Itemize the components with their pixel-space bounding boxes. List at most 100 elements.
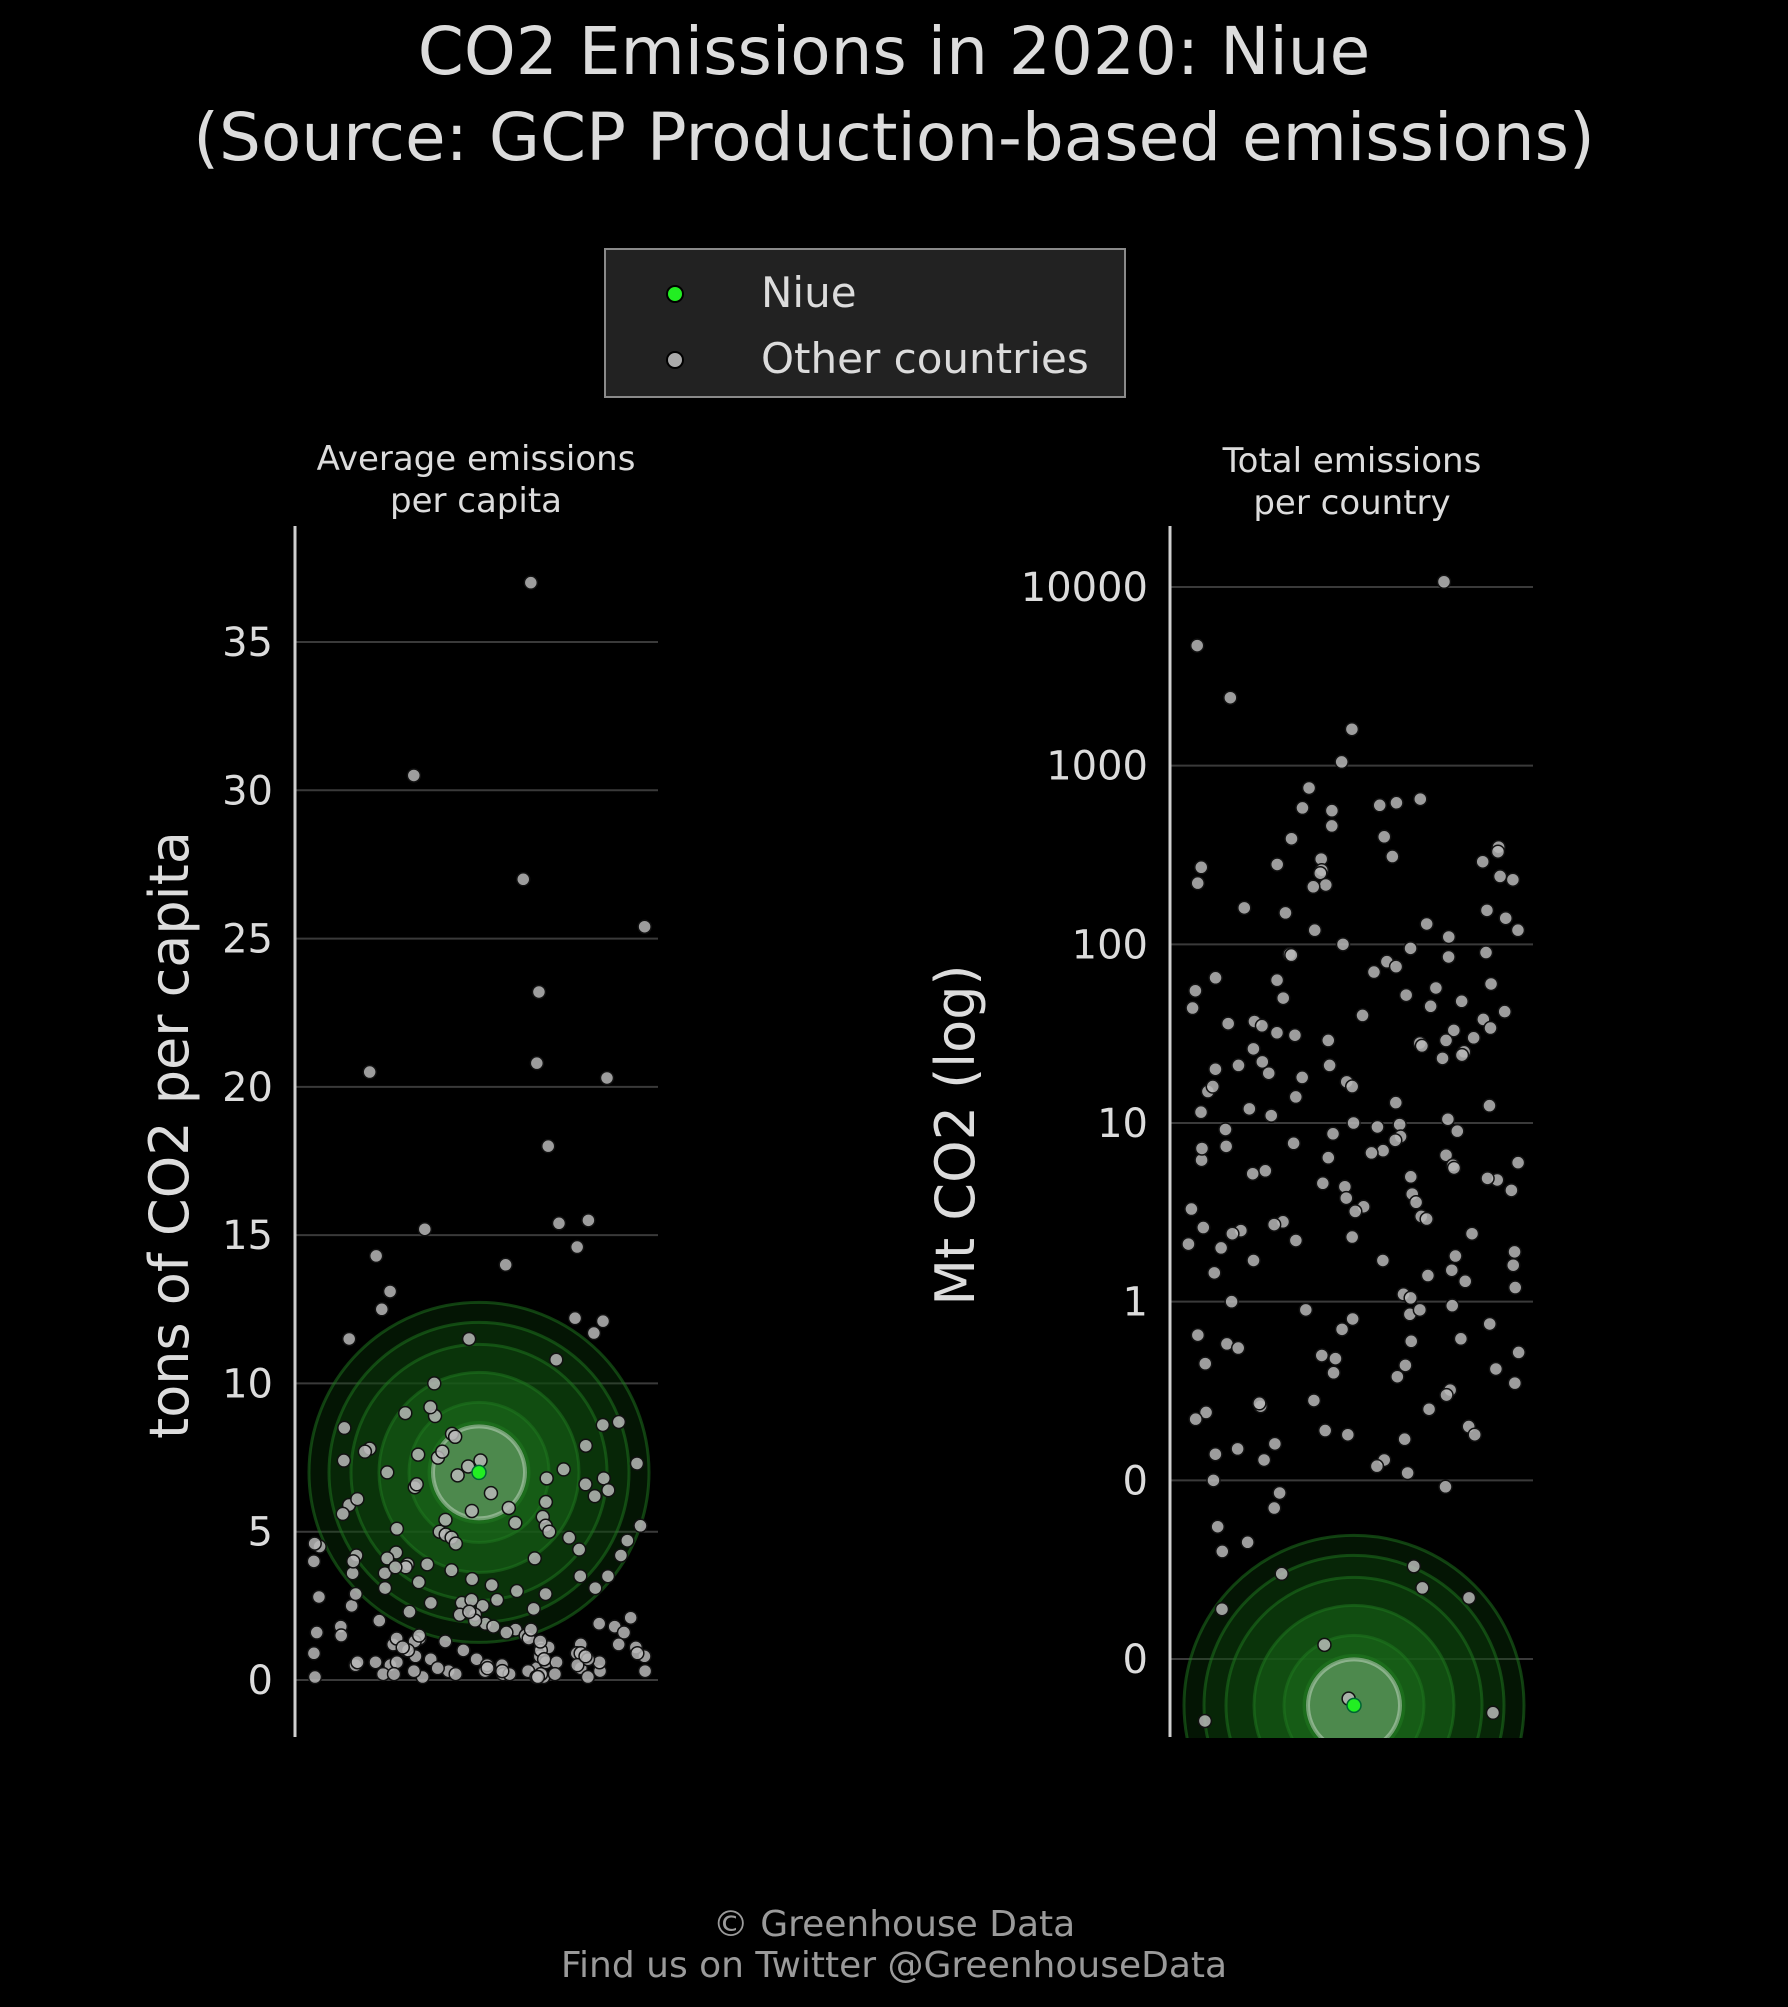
data-point-other-country (1419, 1211, 1434, 1227)
data-point-other-country (596, 1471, 611, 1486)
data-point-other-country (1511, 1345, 1526, 1360)
data-point-other-country (1440, 1111, 1456, 1127)
data-point-other-country (1364, 1145, 1379, 1161)
data-point-other-country (629, 1456, 645, 1471)
data-point-other-country (357, 1444, 373, 1459)
panel-title-total-line2: per country (1253, 483, 1451, 523)
data-point-other-country (372, 1613, 387, 1628)
y-tick-label: 5 (248, 1510, 273, 1556)
data-point-other-country (1414, 1038, 1430, 1054)
data-point-other-country (1334, 1322, 1350, 1337)
data-point-other-country (538, 1494, 554, 1510)
data-point-other-country (573, 1568, 588, 1584)
data-point-other-country (1218, 1139, 1234, 1154)
data-point-other-country (411, 1574, 427, 1590)
data-point-other-country (1322, 1058, 1337, 1073)
data-point-other-country (1307, 922, 1322, 938)
data-point-other-country (1188, 1411, 1203, 1427)
data-point-other-country (374, 1302, 390, 1317)
data-point-other-country (1266, 1500, 1282, 1516)
data-point-other-country (1340, 1427, 1356, 1442)
data-point-other-country (1318, 877, 1334, 893)
data-point-other-country (348, 1586, 363, 1602)
data-point-other-country (1321, 1150, 1336, 1165)
data-point-niue (471, 1464, 487, 1481)
data-point-other-country (448, 1666, 463, 1682)
data-point-other-country (1274, 1566, 1289, 1582)
panel-title-per-capita: Average emissions per capita (266, 438, 686, 522)
data-point-other-country (1498, 910, 1513, 926)
data-point-other-country (350, 1491, 365, 1507)
data-point-other-country (1284, 947, 1299, 963)
data-point-other-country (1223, 690, 1238, 705)
data-point-other-country (1345, 1311, 1360, 1327)
data-point-other-country (578, 1438, 594, 1453)
data-point-other-country (1366, 964, 1382, 980)
data-point-other-country (1313, 865, 1328, 881)
data-point-other-country (1254, 1018, 1270, 1034)
data-point-other-country (1344, 721, 1360, 737)
data-point-other-country (1315, 1176, 1331, 1191)
data-point-other-country (1461, 1590, 1477, 1606)
data-point-other-country (1266, 1217, 1282, 1232)
data-point-other-country (567, 1310, 583, 1326)
data-point-other-country (1240, 1535, 1255, 1550)
data-point-other-country (595, 1313, 611, 1329)
data-point-other-country (1317, 1423, 1333, 1438)
legend-item-niue: Niue (606, 262, 1124, 322)
data-point-other-country (1190, 875, 1205, 891)
data-point-other-country (1301, 780, 1317, 796)
data-point-other-country (1392, 1117, 1407, 1132)
data-point-other-country (587, 1488, 603, 1504)
data-point-other-country (1231, 1058, 1246, 1073)
data-point-other-country (307, 1536, 322, 1551)
data-point-other-country (311, 1589, 327, 1605)
data-point-other-country (377, 1580, 393, 1596)
data-point-other-country (1400, 1465, 1415, 1481)
data-point-other-country (1258, 1163, 1273, 1179)
data-point-other-country (539, 1471, 554, 1486)
data-point-other-country (623, 1610, 638, 1625)
data-point-other-country (1339, 1190, 1354, 1206)
data-point-other-country (389, 1654, 405, 1670)
data-point-other-country (1453, 1331, 1469, 1347)
data-point-other-country (1450, 1123, 1465, 1139)
panel-title-per-capita-line1: Average emissions (316, 439, 636, 479)
data-point-other-country (1287, 1027, 1303, 1043)
data-point-other-country (542, 1524, 557, 1539)
data-point-other-country (523, 575, 539, 590)
data-point-other-country (508, 1515, 523, 1531)
data-point-other-country (1215, 1544, 1230, 1559)
data-point-other-country (423, 1399, 438, 1415)
data-point-other-country (556, 1462, 571, 1477)
data-point-other-country (1214, 1601, 1230, 1617)
data-point-other-country (581, 1213, 596, 1228)
data-point-other-country (1324, 818, 1340, 834)
panel-total: 0 0 1 10 100 1000 10000 (1021, 526, 1533, 1877)
data-point-other-country (1317, 1637, 1332, 1653)
data-point-other-country (1438, 1479, 1453, 1495)
data-point-other-country (547, 1666, 563, 1682)
data-point-other-country (571, 1542, 587, 1557)
data-point-other-country (438, 1512, 453, 1528)
data-point-other-country (1298, 1302, 1314, 1318)
data-point-other-country (380, 1465, 395, 1480)
data-point-other-country (1446, 1160, 1462, 1176)
data-point-other-country (1252, 1396, 1267, 1411)
data-point-other-country (1412, 1302, 1428, 1318)
data-point-other-country (595, 1417, 611, 1433)
data-point-other-country (1208, 1061, 1223, 1077)
data-point-other-country (1325, 1126, 1341, 1142)
data-point-other-country (448, 1536, 464, 1551)
data-point-other-country (531, 984, 547, 1000)
data-point-other-country (423, 1595, 439, 1611)
data-point-other-country (464, 1592, 479, 1608)
data-point-other-country (1189, 638, 1205, 653)
data-point-other-country (1413, 791, 1428, 807)
data-point-other-country (1444, 1262, 1460, 1278)
data-point-other-country (561, 1530, 577, 1545)
data-point-other-country (1510, 1155, 1526, 1170)
legend-marker-niue (666, 285, 684, 303)
data-point-other-country (523, 1622, 539, 1637)
data-point-other-country (1206, 1473, 1221, 1488)
